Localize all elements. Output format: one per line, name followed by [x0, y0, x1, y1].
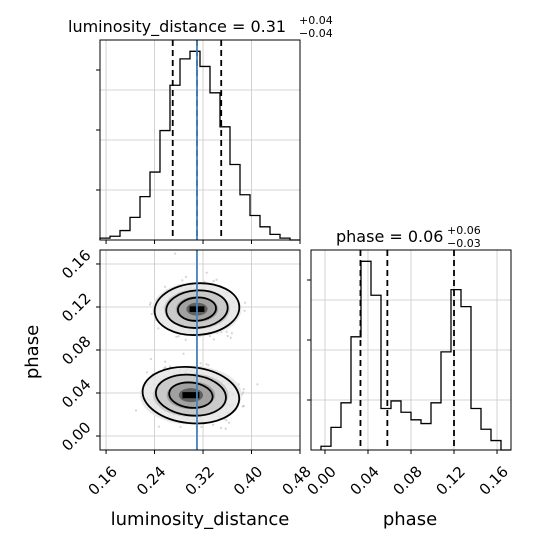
phase-title-sup: +0.06	[447, 224, 481, 237]
density2d-frame	[99, 249, 301, 451]
density2d-sample-point	[177, 335, 180, 338]
density2d-sample-point	[157, 327, 160, 330]
density2d-x-tick-label: 0.16	[85, 463, 121, 499]
density2d-sample-point	[225, 419, 228, 422]
density2d-sample-point	[242, 404, 245, 407]
density2d-x-tick-label: 0.32	[182, 463, 218, 499]
density2d-sample-point	[220, 426, 223, 429]
density2d-mode2-contour	[141, 365, 241, 425]
density2d-mode2-contour	[168, 381, 214, 409]
density2d-sample-point	[169, 365, 172, 368]
phase-hist-x-tick-label: 0.12	[433, 463, 469, 499]
density2d-sample-point	[226, 334, 229, 338]
density2d-sample-point	[241, 405, 244, 408]
density2d-sample-point	[205, 271, 208, 274]
density2d-sample-point	[150, 312, 153, 316]
density2d-sample-point	[212, 338, 215, 341]
density2d-sample-point	[164, 285, 167, 288]
density2d-sample-point	[181, 279, 184, 282]
density2d-mode2-peak	[182, 392, 200, 399]
density2d-sample-point	[256, 383, 259, 386]
distance-title-sub: −0.04	[299, 27, 333, 40]
density2d-sample-point	[243, 309, 246, 312]
density2d-sample-point	[199, 362, 202, 365]
density2d-y-tick-label: 0.16	[58, 246, 94, 282]
density2d-sample-point	[224, 427, 227, 430]
density2d-sample-point	[244, 301, 247, 304]
density2d-y-tick-label: 0.00	[58, 418, 94, 454]
phase-hist-step-line	[320, 260, 511, 451]
distance-hist-frame	[99, 39, 301, 241]
density2d-sample-point	[230, 332, 233, 335]
density2d-sample-point	[179, 425, 182, 428]
density2d-sample-point	[174, 252, 177, 255]
density2d-mode1-contour	[165, 289, 229, 329]
density2d-sample-point	[203, 280, 206, 283]
density2d-sample-point	[215, 278, 218, 281]
y-axis-label-left: phase	[22, 325, 43, 379]
phase-histogram-panel: 0.00 0.04 0.08 0.12 0.16	[304, 249, 512, 499]
density2d-sample-point	[225, 330, 228, 333]
density2d-sample-point	[149, 357, 152, 361]
density2d-sample-point	[208, 335, 212, 338]
phase-hist-x-tick-label: 0.08	[390, 463, 426, 499]
distance-hist-step-line	[99, 50, 300, 241]
density2d-y-tick-label: 0.12	[58, 289, 94, 325]
density2d-sample-point	[182, 352, 185, 355]
x-axis-label-right: phase	[383, 509, 437, 530]
density2d-y-tick-label: 0.04	[58, 375, 94, 411]
x-axis-label-left: luminosity_distance	[111, 509, 290, 530]
phase-hist-frame	[310, 249, 512, 451]
density2d-sample-point	[145, 371, 148, 374]
density2d-sample-point	[212, 423, 215, 426]
phase-title-main: phase = 0.06	[336, 227, 443, 246]
density2d-sample-point	[175, 335, 178, 338]
density2d-sample-point	[207, 364, 210, 367]
phase-hist-x-tick-label: 0.04	[347, 463, 383, 499]
density2d-sample-point	[242, 391, 245, 394]
phase-hist-x-tick-label: 0.16	[476, 463, 512, 499]
density2d-sample-point	[148, 303, 152, 306]
density2d-mode1-contour	[153, 282, 241, 336]
density2d-sample-point	[200, 425, 203, 428]
density2d-sample-point	[212, 280, 215, 283]
distance-title-main: luminosity_distance = 0.31	[68, 17, 286, 37]
luminosity-distance-histogram-panel	[96, 39, 301, 244]
density2d-sample-point	[229, 336, 232, 339]
density2d-sample-point	[164, 366, 167, 369]
distance-title-sup: +0.04	[299, 14, 333, 27]
density2d-mode2-contour	[154, 373, 227, 417]
density2d-sample-point	[149, 301, 152, 304]
density2d-x-tick-label: 0.40	[230, 463, 266, 499]
distance-title: luminosity_distance = 0.31	[68, 17, 286, 37]
density2d-sample-point	[242, 388, 245, 391]
density2d-sample-point	[184, 338, 187, 341]
density2d-sample-point	[184, 275, 188, 278]
density2d-sample-point	[164, 360, 167, 363]
density2d-sample-point	[205, 363, 208, 366]
phase-hist-x-tick-label: 0.00	[304, 463, 340, 499]
phase-vs-distance-2d-panel: 0.16 0.24 0.32 0.40 0.480.000.040.080.120.16	[58, 246, 315, 499]
phase-title-sub: −0.03	[447, 237, 481, 250]
phase-title: phase = 0.06	[336, 227, 443, 246]
density2d-y-tick-label: 0.08	[58, 332, 94, 368]
density2d-sample-point	[227, 421, 230, 424]
density2d-x-tick-label: 0.24	[133, 463, 169, 499]
density2d-sample-point	[134, 409, 138, 412]
density2d-sample-point	[157, 425, 160, 428]
